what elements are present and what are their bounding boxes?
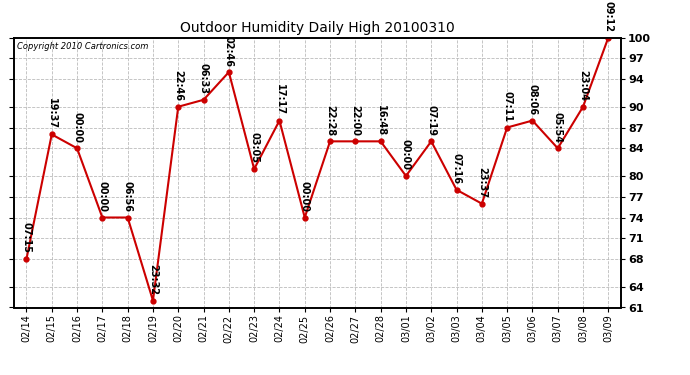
Text: 00:00: 00:00 [97,181,108,212]
Text: 00:00: 00:00 [299,181,310,212]
Text: 22:28: 22:28 [325,105,335,136]
Text: 00:00: 00:00 [401,140,411,170]
Text: 02:46: 02:46 [224,36,234,66]
Text: Copyright 2010 Cartronics.com: Copyright 2010 Cartronics.com [17,42,148,51]
Title: Outdoor Humidity Daily High 20100310: Outdoor Humidity Daily High 20100310 [180,21,455,35]
Text: 00:00: 00:00 [72,112,82,143]
Text: 07:11: 07:11 [502,91,512,122]
Text: 17:17: 17:17 [275,84,284,115]
Text: 07:16: 07:16 [451,153,462,184]
Text: 22:46: 22:46 [173,70,184,101]
Text: 05:54: 05:54 [553,112,563,143]
Text: 06:56: 06:56 [123,181,132,212]
Text: 23:04: 23:04 [578,70,588,101]
Text: 23:32: 23:32 [148,264,158,295]
Text: 07:15: 07:15 [21,222,32,254]
Text: 16:48: 16:48 [375,105,386,136]
Text: 03:05: 03:05 [249,132,259,164]
Text: 23:37: 23:37 [477,167,487,198]
Text: 19:37: 19:37 [47,98,57,129]
Text: 08:06: 08:06 [527,84,538,115]
Text: 07:19: 07:19 [426,105,436,136]
Text: 22:00: 22:00 [351,105,360,136]
Text: 09:12: 09:12 [603,1,613,32]
Text: 06:33: 06:33 [199,63,208,94]
